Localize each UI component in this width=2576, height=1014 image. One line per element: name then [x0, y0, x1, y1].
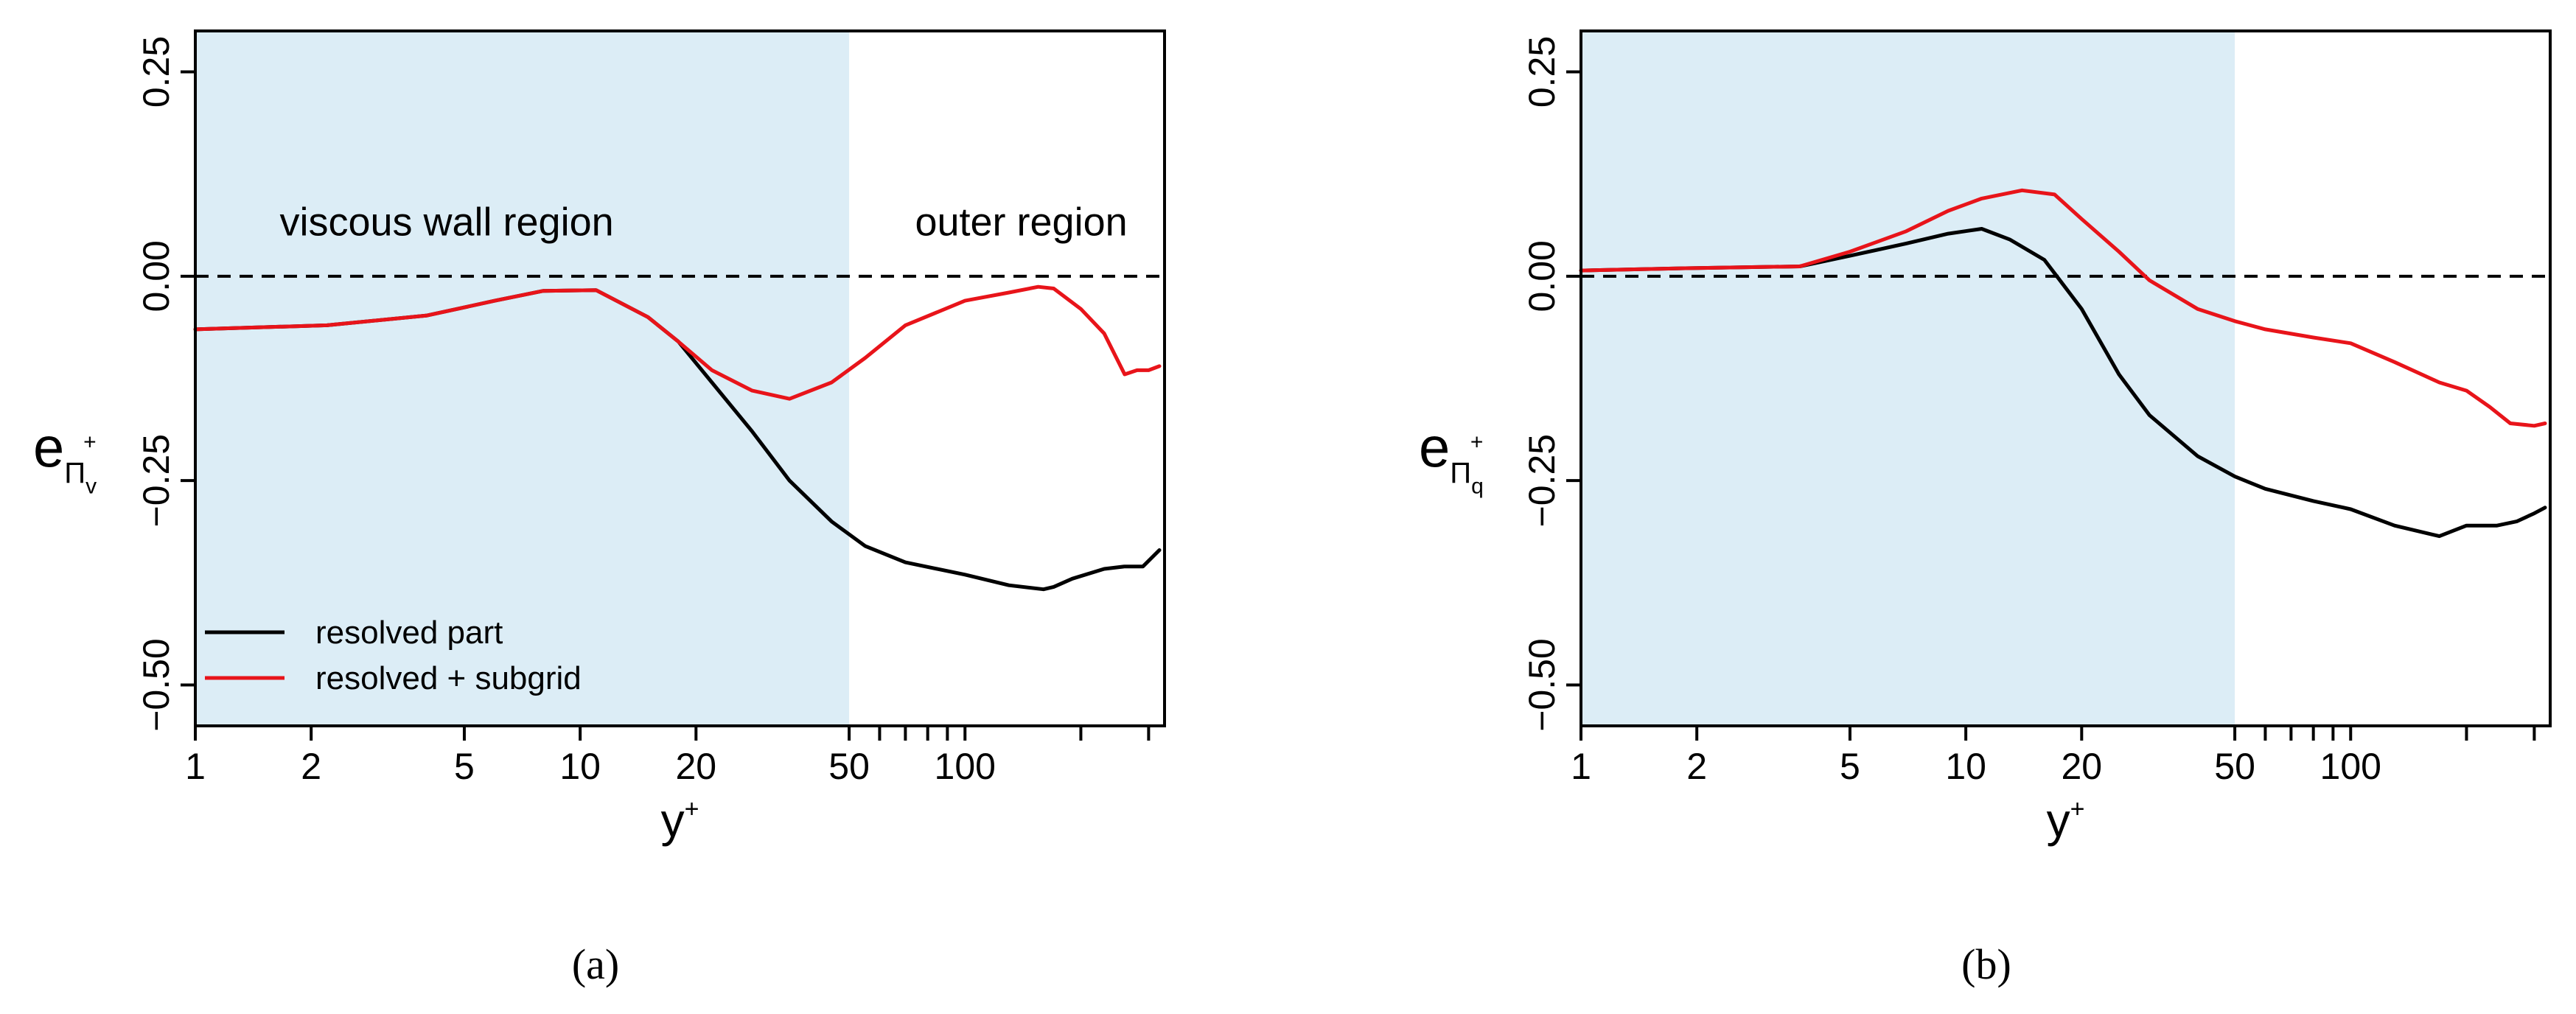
annotation-viscous-wall-region: viscous wall region	[279, 200, 613, 244]
viscous-wall-shade	[195, 31, 850, 726]
legend-label-subgrid: resolved + subgrid	[315, 660, 582, 696]
x-axis: 1 2 5 10 20 50 100	[1571, 726, 2536, 787]
x-tick-label: 2	[301, 746, 321, 787]
panel-caption: (a)	[572, 940, 619, 988]
plot-frame	[1580, 29, 2552, 727]
panel-caption: (b)	[1961, 940, 2011, 988]
y-tick-label: −0.50	[1521, 638, 1563, 732]
y-axis: 0.25 0.00 −0.25 −0.50	[136, 36, 195, 732]
y-axis-label: eΠq+	[1419, 417, 1484, 499]
panel-b: 1 2 5 10 20 50 100 0.250.00−0.25−0.50 y+ eΠq+ …	[1419, 29, 2552, 988]
legend: resolved part resolved + subgrid	[205, 615, 582, 696]
x-tick-label: 2	[1686, 746, 1707, 787]
x-tick-label: 100	[2320, 746, 2381, 787]
x-tick-label: 20	[2061, 746, 2102, 787]
y-tick-label: −0.50	[136, 638, 177, 732]
y-tick-label: 0.25	[136, 36, 177, 108]
x-tick-label: 5	[1840, 746, 1860, 787]
y-axis: 0.25 0.00 −0.25 −0.50	[1521, 36, 1581, 732]
y-axis-label: eΠv+	[33, 417, 97, 499]
annotation-outer-region: outer region	[915, 200, 1127, 244]
resolved-part-line	[1579, 227, 2547, 539]
legend-label-resolved: resolved part	[315, 615, 503, 651]
y-tick-label: −0.25	[136, 434, 177, 528]
x-tick-label: 50	[828, 746, 870, 787]
resolved-subgrid-line	[193, 284, 1162, 401]
y-tick-label: 0.25	[1521, 36, 1563, 108]
x-tick-label: 10	[1945, 746, 1986, 787]
x-tick-label: 100	[935, 746, 996, 787]
panel-a: 1 2 5 10 20 50 100 0.25 0.00 −0.25 −0.50 viscous …	[33, 29, 1166, 988]
x-tick-label: 50	[2214, 746, 2255, 787]
x-tick-label: 1	[185, 746, 206, 787]
y-tick-label: 0.00	[1521, 240, 1563, 312]
viscous-wall-shade	[1581, 31, 2235, 726]
x-tick-label: 20	[675, 746, 716, 787]
x-axis-label: y+	[2047, 794, 2085, 847]
plot-frame	[194, 29, 1166, 727]
y-tick-label: 0.00	[136, 240, 177, 312]
x-axis: 1 2 5 10 20 50 100	[185, 726, 1151, 787]
x-tick-label: 5	[454, 746, 475, 787]
x-tick-label: 1	[1571, 746, 1591, 787]
x-tick-label: 10	[559, 746, 601, 787]
resolved-subgrid-line	[1579, 188, 2547, 428]
y-tick-label: −0.25	[1521, 434, 1563, 528]
x-axis-label: y+	[661, 794, 699, 847]
